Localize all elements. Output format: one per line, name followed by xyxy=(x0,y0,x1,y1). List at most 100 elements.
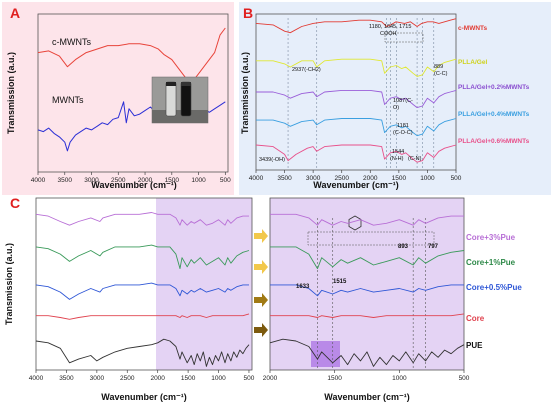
panel-c-dashed-box xyxy=(307,231,435,246)
xtick-label: 500 xyxy=(244,375,255,382)
series-line-core-1-pue xyxy=(270,246,465,270)
series-line-plla-gel-0-4-mwnts xyxy=(256,118,457,137)
series-line-core-1-pue xyxy=(35,244,250,270)
xtick-label: 1500 xyxy=(392,175,407,182)
xtick-label: 500 xyxy=(459,375,470,382)
label-b-c-mwnts: c-MWNTs xyxy=(458,25,488,32)
xtick-label: 3500 xyxy=(59,375,74,382)
panel-a-axes xyxy=(37,13,229,173)
annot-o: O) xyxy=(393,105,399,111)
annot-c-n: (C-N) xyxy=(408,156,422,162)
xtick-label: 4000 xyxy=(29,375,44,382)
panel-a-ylabel: Transmission (a.u.) xyxy=(6,52,16,134)
xtick-label: 3500 xyxy=(277,175,292,182)
xtick-label: 1000 xyxy=(211,375,226,382)
series-line-plla-gel-0-6-mwnts xyxy=(255,144,457,163)
series-line-c-mwnts xyxy=(37,27,226,85)
xtick-label: 2500 xyxy=(120,375,135,382)
arrow-icon-1 xyxy=(254,229,268,243)
xtick-label: 1000 xyxy=(392,375,407,382)
series-line-plla-gel xyxy=(256,58,457,77)
vials-photo xyxy=(151,76,209,124)
panel-c: C 4000 3500 3000 2500 2000 1500 1000 500 2000 15… xyxy=(4,195,522,402)
panel-a: A 4000 3500 3000 2500 2000 1500 1000 500 c-MWNT… xyxy=(2,2,234,195)
xtick-label: 1500 xyxy=(327,375,342,382)
series-line-core xyxy=(270,313,465,318)
panel-b: B 4000 3500 3000 2500 2000 1500 1000 500 c-MWNT… xyxy=(239,2,551,195)
series-line-pue xyxy=(35,338,250,367)
series-line-core-0-5-pue xyxy=(270,284,464,297)
annot-1633: 1633 xyxy=(296,284,310,290)
panel-c-ylabel: Transmission (a.u.) xyxy=(4,243,14,325)
label-b-02: PLLA/Gel+0.2%MWNTs xyxy=(458,84,530,91)
series-line-pue xyxy=(269,338,465,367)
annot-cooh: COOH xyxy=(380,31,397,37)
label-c-core-1: Core+1%Pue xyxy=(466,258,516,267)
xtick-label: 1500 xyxy=(165,177,180,184)
panel-a-xlabel: Wavenumber (cm⁻¹) xyxy=(91,180,176,190)
annot-797: 797 xyxy=(428,244,439,250)
panel-c-right-xticks: 2000 1500 1000 500 xyxy=(263,370,470,382)
arrow-icon-3 xyxy=(254,293,268,307)
annot-c-c: (C-C) xyxy=(434,71,448,77)
series-line-core-0-5-pue xyxy=(35,282,249,300)
xtick-label: 1000 xyxy=(191,177,206,184)
xtick-label: 1000 xyxy=(420,175,435,182)
panel-b-ylabel: Transmission (a.u.) xyxy=(240,52,250,134)
xtick-label: 3000 xyxy=(90,375,105,382)
annot-3439: 3439(-OH) xyxy=(259,157,285,163)
panel-b-lines xyxy=(255,18,457,163)
label-mwnts: MWNTs xyxy=(52,95,84,105)
annot-1544: 1544 xyxy=(392,149,404,155)
panel-c-right-lines xyxy=(269,213,465,367)
xtick-label: 3000 xyxy=(306,175,321,182)
xtick-label: 2000 xyxy=(263,375,278,382)
annot-1515: 1515 xyxy=(333,279,347,285)
xtick-label: 2500 xyxy=(111,177,126,184)
annot-893: 893 xyxy=(398,244,409,250)
series-line-core xyxy=(36,313,250,320)
panel-c-left-lines xyxy=(35,212,250,367)
label-c-core: Core xyxy=(466,314,485,323)
label-b-06: PLLA/Gel+0.6%MWNTs xyxy=(458,138,530,145)
panel-c-left-xlabel: Wavenumber (cm⁻¹) xyxy=(101,392,186,402)
xtick-label: 2500 xyxy=(334,175,349,182)
xtick-label: 3500 xyxy=(58,177,73,184)
annot-c-o-c: (C-O-C) xyxy=(393,130,413,136)
annot-1181: 1181 xyxy=(397,123,409,129)
panel-c-right-xlabel: Wavenumber (cm⁻¹) xyxy=(324,392,409,402)
panel-a-xticks: 4000 3500 3000 2500 2000 1500 1000 500 xyxy=(31,172,231,184)
series-line-core-3-pue xyxy=(35,212,249,226)
panel-b-background xyxy=(239,2,551,195)
annot-1087: 1087(C- xyxy=(393,98,413,104)
panel-b-letter: B xyxy=(243,5,253,21)
annot-2937: 2937(-CH2) xyxy=(292,67,321,73)
xtick-label: 4000 xyxy=(249,175,264,182)
panel-c-letter: C xyxy=(10,195,20,211)
arrow-icon-2 xyxy=(254,260,268,274)
xtick-label: 2000 xyxy=(138,177,153,184)
panel-c-right-background xyxy=(270,198,464,370)
label-b-04: PLLA/Gel+0.4%MWNTs xyxy=(458,111,530,118)
series-line-plla-gel-0-2-mwnts xyxy=(256,89,457,109)
series-line-core-3-pue xyxy=(270,213,464,226)
xtick-label: 2000 xyxy=(150,375,165,382)
xtick-label: 500 xyxy=(220,177,231,184)
panel-b-xlabel: Wavenumber (cm⁻¹) xyxy=(313,180,398,190)
annot-889: 889 xyxy=(434,64,443,70)
xtick-label: 2000 xyxy=(363,175,378,182)
panel-b-cooh-box xyxy=(384,32,424,43)
panel-b-xticks: 4000 3500 3000 2500 2000 1500 1000 500 xyxy=(249,170,462,182)
label-c-core-05: Core+0.5%Pue xyxy=(466,283,522,292)
panel-a-letter: A xyxy=(10,5,20,21)
label-c-pue: PUE xyxy=(466,341,483,350)
annot-n-h: (N-H) xyxy=(390,156,404,162)
panel-c-left-highlight xyxy=(156,198,252,370)
annot-1180-1645-1715: 1180, 1645, 1715 xyxy=(369,24,411,30)
panel-c-right-axes xyxy=(269,197,465,371)
arrow-icon-4 xyxy=(254,323,268,337)
xtick-label: 4000 xyxy=(31,177,46,184)
panel-c-left-axes xyxy=(35,197,253,371)
xtick-label: 500 xyxy=(451,175,462,182)
panel-c-left-xticks: 4000 3500 3000 2500 2000 1500 1000 500 xyxy=(29,370,255,382)
